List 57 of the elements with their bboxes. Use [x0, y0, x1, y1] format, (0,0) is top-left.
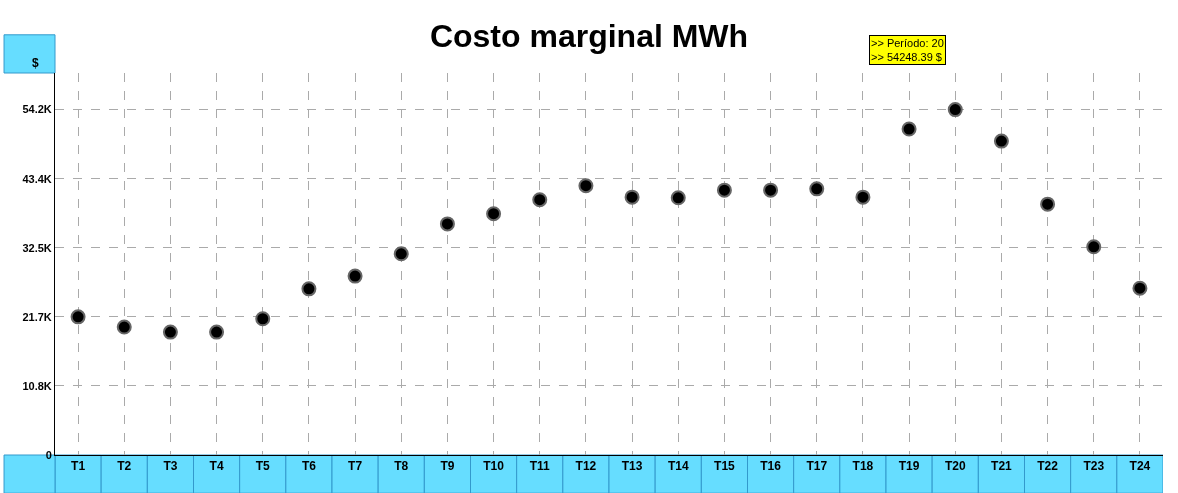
x-tick-label: T1 — [71, 459, 86, 474]
point — [347, 268, 363, 284]
point — [578, 178, 594, 194]
point — [993, 133, 1009, 149]
x-tick-label: T7 — [348, 459, 363, 474]
point — [209, 324, 225, 340]
point — [162, 324, 178, 340]
point — [393, 246, 409, 262]
point — [901, 121, 917, 137]
x-tick-label: T8 — [394, 459, 409, 474]
y-axis-title: $ — [32, 56, 39, 70]
x-tick-label: T17 — [806, 459, 828, 474]
y-tick-label: 0 — [45, 448, 52, 461]
point — [1132, 280, 1148, 296]
point — [301, 281, 317, 297]
x-tick-label: T14 — [667, 459, 689, 474]
x-tick-label: T21 — [991, 459, 1013, 474]
x-tick-label: T3 — [163, 459, 178, 474]
x-tick-label: T10 — [483, 459, 505, 474]
x-tick-label: T9 — [440, 459, 455, 474]
x-tick-label: T12 — [575, 459, 597, 474]
point — [1040, 196, 1056, 212]
x-tick-label: T4 — [209, 459, 224, 474]
point — [255, 311, 271, 327]
point — [486, 206, 502, 222]
point — [716, 182, 732, 198]
point — [439, 216, 455, 232]
x-tick-label: T23 — [1083, 459, 1105, 474]
x-tick-label: T24 — [1129, 459, 1151, 474]
y-tick-label: 10.8K — [22, 379, 52, 392]
x-tick-label: T2 — [117, 459, 132, 474]
point — [763, 182, 779, 198]
chart-title: Costo marginal MWh — [429, 18, 749, 55]
point — [809, 181, 825, 197]
point — [947, 102, 963, 118]
text: >> Período: 20 >> 54248.39 $ — [871, 37, 944, 64]
point — [70, 309, 86, 325]
point — [624, 189, 640, 205]
y-tick-label: 54.2K — [22, 103, 52, 116]
x-tick-label: T18 — [852, 459, 874, 474]
y-tick-label: 21.7K — [22, 310, 52, 323]
x-tick-label: T6 — [301, 459, 317, 474]
y-tick-label: 43.4K — [22, 172, 52, 185]
point — [855, 189, 871, 205]
point — [532, 192, 548, 208]
x-tick-label: T15 — [714, 459, 736, 474]
x-tick-label: T20 — [944, 459, 966, 474]
point — [116, 319, 132, 335]
x-tick-label: T13 — [621, 459, 643, 474]
x-tick-label: T22 — [1037, 459, 1059, 474]
x-tick-label: T19 — [898, 459, 920, 474]
point — [670, 190, 686, 206]
y-tick-label: 32.5K — [22, 241, 52, 254]
x-tick-label: T16 — [760, 459, 782, 474]
x-tick-label: T5 — [255, 459, 271, 474]
point — [1086, 239, 1102, 255]
x-tick-label: T11 — [529, 459, 551, 474]
